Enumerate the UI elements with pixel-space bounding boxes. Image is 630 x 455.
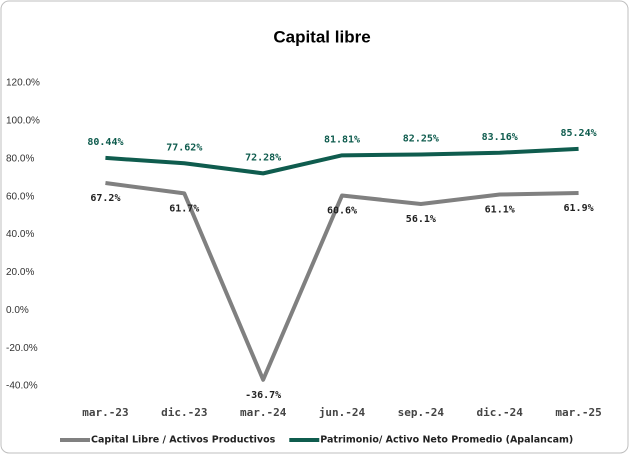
- data-label: -36.7%: [245, 390, 281, 401]
- legend-label: Patrimonio/ Activo Neto Promedio (Apalan…: [320, 435, 573, 446]
- data-label: 61.7%: [169, 203, 199, 214]
- x-tick-label: dic.-23: [161, 406, 207, 419]
- data-label: 80.44%: [87, 137, 123, 148]
- x-tick-label: sep.-24: [398, 406, 445, 419]
- y-tick-label: 0.0%: [6, 305, 29, 316]
- y-tick-label: 20.0%: [6, 267, 34, 278]
- y-tick-label: 120.0%: [6, 78, 40, 89]
- data-label: 67.2%: [90, 193, 120, 204]
- data-label: 77.62%: [166, 142, 202, 153]
- y-tick-label: 60.0%: [6, 191, 34, 202]
- data-label: 61.1%: [485, 205, 515, 216]
- data-label: 61.9%: [564, 203, 594, 214]
- x-tick-label: dic.-24: [477, 406, 524, 419]
- data-label: 56.1%: [406, 214, 436, 225]
- data-label: 72.28%: [245, 152, 281, 163]
- x-tick-label: mar.-23: [82, 406, 128, 419]
- y-tick-label: 80.0%: [6, 153, 34, 164]
- x-tick-label: mar.-24: [240, 406, 287, 419]
- data-label: 81.81%: [324, 134, 360, 145]
- y-tick-label: 100.0%: [6, 116, 40, 127]
- legend-label: Capital Libre / Activos Productivos: [91, 435, 276, 446]
- y-tick-label: 40.0%: [6, 229, 34, 240]
- data-label: 85.24%: [561, 128, 597, 139]
- x-tick-label: jun.-24: [319, 406, 366, 419]
- data-label: 60.6%: [327, 205, 357, 216]
- series-line: [105, 181, 579, 382]
- x-tick-label: mar.-25: [555, 406, 601, 419]
- y-tick-label: -20.0%: [6, 343, 38, 354]
- chart-title: Capital libre: [273, 27, 370, 46]
- y-tick-label: -40.0%: [6, 381, 38, 392]
- data-label: 83.16%: [482, 132, 518, 143]
- data-label: 82.25%: [403, 133, 439, 144]
- series-line: [105, 146, 579, 176]
